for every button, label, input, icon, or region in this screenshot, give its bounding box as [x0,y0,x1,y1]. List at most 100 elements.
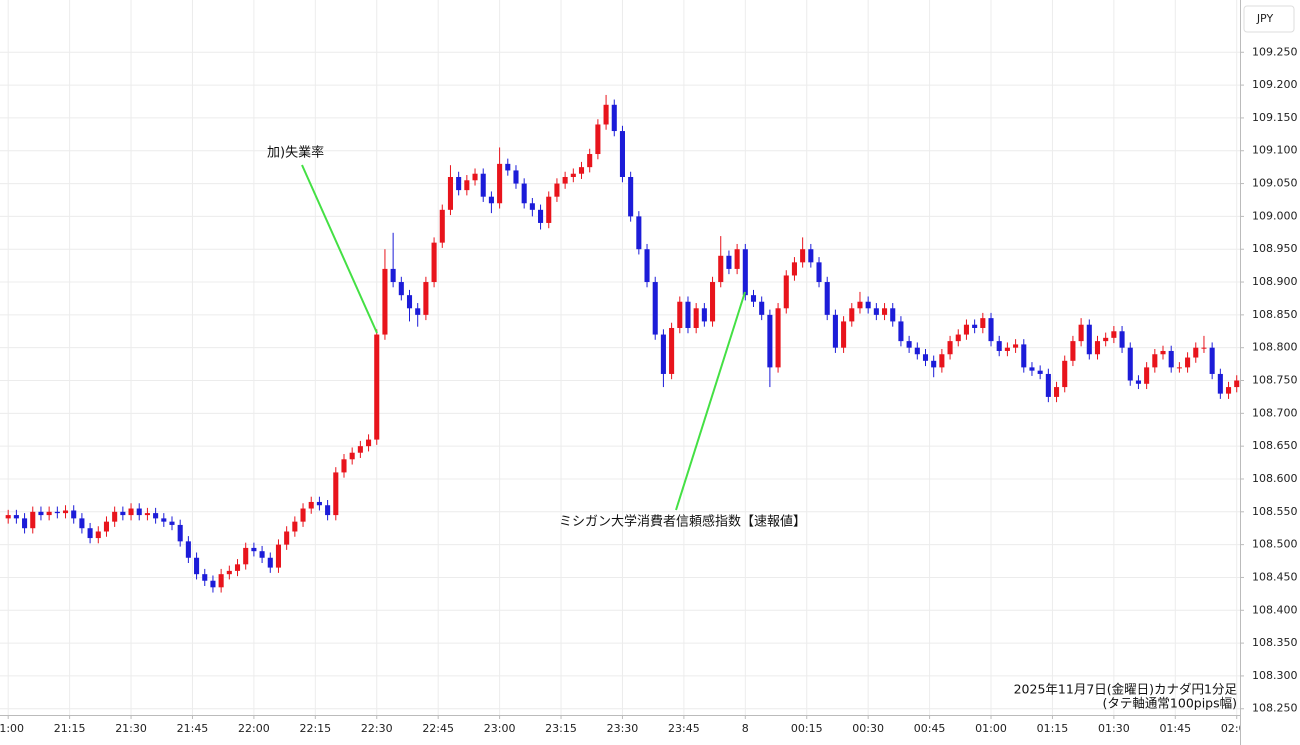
candle-body [153,513,159,519]
candle-body [644,249,650,283]
candle-body [718,255,724,283]
candle-body [1234,380,1240,388]
candle-body [562,176,568,184]
candle-body [824,282,830,315]
candle-body [783,275,789,309]
candle-body [1160,350,1166,355]
candle-body [1013,344,1019,348]
candle-body [30,511,36,529]
candle-body [177,524,183,542]
candle-body [13,515,19,519]
candle-body [972,324,978,328]
candle-body [832,314,838,348]
x-tick-label: 01:00 [975,722,1007,735]
candle-body [742,249,748,296]
candle-body [284,531,290,545]
candle-body [1037,370,1043,374]
y-tick-label: 108.650 [1252,439,1298,452]
candle-body [1152,354,1158,368]
candle-body [578,167,585,174]
currency-box [1243,5,1295,33]
candle-body [161,518,167,522]
candle-body [595,124,601,155]
candle-body [79,518,85,529]
candle-body [980,318,986,328]
candle-body [603,104,609,125]
annotation-arrow [675,291,746,511]
candle-body [103,521,110,532]
y-tick-label: 109.250 [1252,45,1298,58]
x-tick-label: 23:45 [668,722,700,735]
candle-body [136,508,142,516]
y-tick-label: 108.300 [1252,669,1298,682]
candle-body [513,170,519,184]
candle-body [1078,324,1084,342]
x-tick-label: 22:45 [422,722,454,735]
candle-body [54,511,60,514]
annotation: 加)失業率 [267,145,324,161]
annotation: ミシガン大学消費者信頼感指数【速報値】 [559,514,806,530]
candle-body [423,282,429,315]
candle-body [300,508,306,522]
candle-body [1144,367,1150,384]
candle-body [1193,347,1199,358]
candle-body [275,544,282,568]
candle-body [202,574,208,581]
x-tick-label: 22:15 [299,722,331,735]
x-tick-label: 01:45 [1159,722,1191,735]
candle-body [800,249,806,263]
candle-body [570,173,576,177]
y-tick-label: 108.750 [1252,374,1298,387]
candle-body [1045,373,1051,397]
candle-body [939,354,945,368]
candle-body [243,547,249,565]
candle-body [169,521,175,525]
y-tick-label: 108.600 [1252,472,1298,485]
candle-body [374,334,380,440]
y-tick-label: 108.250 [1252,702,1298,715]
y-tick-label: 109.100 [1252,144,1298,157]
y-tick-label: 109.000 [1252,209,1298,222]
x-tick-label: 21:45 [177,722,209,735]
candle-body [87,528,93,539]
x-tick-label: 00:30 [852,722,884,735]
candle-body [955,334,961,342]
candle-body [488,196,494,204]
candle-body [906,341,912,348]
candle-body [865,301,871,309]
candle-body [775,308,781,368]
candle-body [890,308,896,322]
candle-body [1054,387,1060,397]
candle-body [1094,341,1101,355]
candle-body [1119,331,1125,348]
y-tick-label: 108.700 [1252,406,1298,419]
candle-body [1111,331,1117,338]
caption: 2025年11月7日(金曜日)カナダ円1分足 [1014,682,1238,697]
candle-body [464,180,470,191]
x-tick-label: 02:00 [1221,722,1253,735]
candle-body [349,452,355,460]
candle-body [636,216,642,250]
candle-body [398,282,404,296]
candle-body [325,505,331,516]
candle-body [1201,347,1207,349]
candle-body [1062,360,1068,388]
candle-body [505,163,511,171]
x-tick-label: 22:30 [361,722,393,735]
candle-body [914,347,920,355]
x-tick-label: 21:30 [115,722,147,735]
y-tick-label: 108.450 [1252,570,1298,583]
candle-body [1029,367,1035,371]
candle-body [341,459,347,473]
x-tick-label: 22:00 [238,722,270,735]
candle-body [439,209,445,243]
currency: JPY [1256,12,1274,25]
candle-body [185,541,191,558]
x-axis: 21:00 21:15 21:30 21:45 22:00 22:15 22:30 22:45… [0,715,1253,735]
x-tick-label: 8 [742,722,749,735]
candle-body [750,295,757,302]
candle-body [963,324,969,335]
candle-body [1185,357,1191,368]
candle-body [619,131,625,177]
